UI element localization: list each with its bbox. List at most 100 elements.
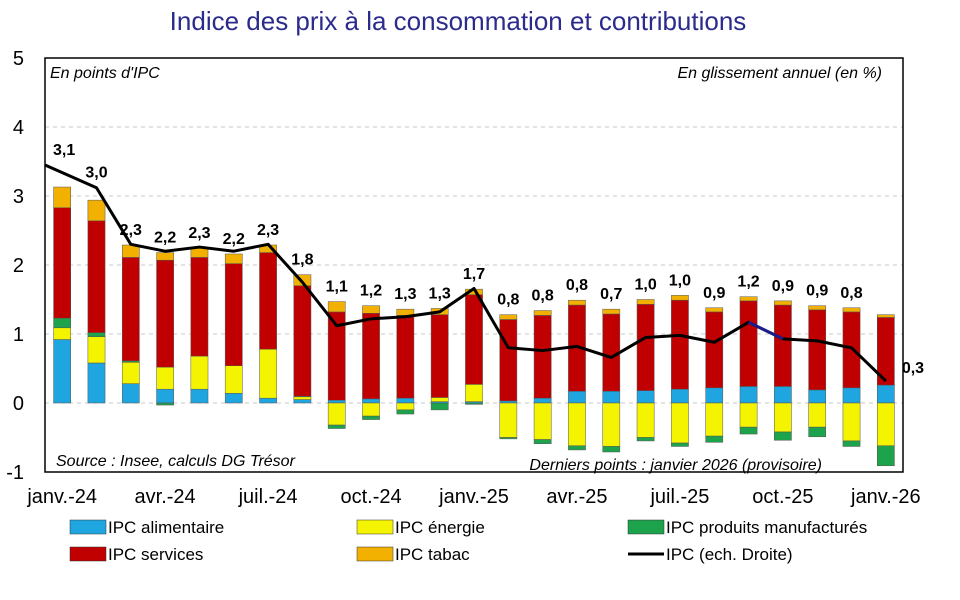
y-tick-label: 2 bbox=[13, 255, 24, 277]
ipc-data-label-18: 1,0 bbox=[669, 272, 691, 289]
x-tick-label: avr.-25 bbox=[546, 486, 607, 508]
bar-segment-ipc-tabac-22 bbox=[808, 305, 827, 311]
bar-segment-ipc-services-10 bbox=[396, 315, 415, 399]
legend-label-alimentaire: IPC alimentaire bbox=[108, 518, 224, 537]
bar-segment-ipc-nergie-7 bbox=[293, 396, 312, 400]
bar-segment-ipc-services-6 bbox=[259, 252, 277, 350]
bar-segment-ipc-nergie-6 bbox=[259, 348, 277, 399]
bar-segment-ipc-alimentaire-13 bbox=[499, 400, 518, 404]
bar-segment-ipc-produits-manufactur-s-16 bbox=[602, 446, 621, 453]
plot-area-frame bbox=[44, 57, 904, 473]
x-tick-label: janv.-25 bbox=[438, 486, 509, 508]
bar-segment-ipc-tabac-17 bbox=[636, 299, 655, 305]
bar-segment-ipc-produits-manufactur-s-20 bbox=[739, 426, 758, 435]
bar-segment-ipc-alimentaire-16 bbox=[602, 391, 621, 404]
bar-segment-ipc-nergie-10 bbox=[396, 402, 415, 411]
bar-segment-ipc-services-12 bbox=[465, 294, 483, 385]
bar-segment-ipc-nergie-23 bbox=[842, 402, 861, 442]
bar-segment-ipc-services-22 bbox=[808, 309, 827, 391]
right-axis-note: En glissement annuel (en %) bbox=[677, 65, 882, 82]
ipc-data-label-5: 2,2 bbox=[223, 231, 245, 248]
x-axis-ticks: janv.-24 avr.-24 juil.-24 oct.-24 janv.-25 av… bbox=[26, 486, 920, 508]
bar-segment-ipc-produits-manufactur-s-13 bbox=[499, 437, 518, 440]
bar-segment-ipc-nergie-5 bbox=[224, 365, 243, 394]
bar-segment-ipc-produits-manufactur-s-17 bbox=[636, 437, 655, 442]
bar-segment-ipc-produits-manufactur-s-19 bbox=[705, 435, 724, 443]
bar-segment-ipc-services-11 bbox=[430, 314, 449, 398]
legend-swatch-manufactures bbox=[627, 519, 665, 535]
bar-segment-ipc-services-18 bbox=[671, 299, 689, 390]
last-point-note: Derniers points : janvier 2026 (provisoi… bbox=[529, 457, 822, 474]
bar-segment-ipc-nergie-17 bbox=[636, 402, 655, 438]
y-tick-label: 1 bbox=[13, 324, 24, 346]
bar-segment-ipc-alimentaire-14 bbox=[533, 397, 552, 404]
y-tick-label: -1 bbox=[6, 462, 24, 484]
bar-segment-ipc-nergie-15 bbox=[568, 402, 586, 447]
data-labels-layer: 3,1 3,0 2,3 2,2 2,3 2,2 2,3 1,8 1,1 1,2 1,3 1,3 1,7 0… bbox=[53, 142, 924, 377]
bar-segment-ipc-alimentaire-10 bbox=[396, 397, 415, 404]
bar-segment-ipc-alimentaire-2 bbox=[121, 383, 140, 404]
x-tick-label: oct.-24 bbox=[340, 486, 401, 508]
bar-segment-ipc-tabac-23 bbox=[842, 307, 861, 313]
bar-segment-ipc-tabac-21 bbox=[774, 300, 792, 306]
bar-segment-ipc-alimentaire-21 bbox=[774, 386, 792, 404]
bar-segment-ipc-alimentaire-6 bbox=[259, 397, 277, 404]
bar-segment-ipc-tabac-3 bbox=[156, 252, 174, 261]
ipc-line-highlight-segment bbox=[747, 320, 784, 341]
bars-layer bbox=[53, 186, 895, 467]
bar-segment-ipc-alimentaire-15 bbox=[568, 391, 586, 404]
ipc-data-label-23: 0,8 bbox=[840, 285, 862, 302]
bar-segment-ipc-produits-manufactur-s-9 bbox=[362, 415, 380, 420]
bar-segment-ipc-nergie-0 bbox=[53, 327, 71, 340]
bar-segment-ipc-nergie-8 bbox=[327, 402, 346, 426]
bar-segment-ipc-tabac-8 bbox=[327, 301, 346, 313]
bar-segment-ipc-alimentaire-20 bbox=[739, 386, 758, 404]
y-tick-label: 5 bbox=[13, 48, 24, 70]
bar-segment-ipc-services-4 bbox=[190, 257, 209, 357]
bar-segment-ipc-produits-manufactur-s-14 bbox=[533, 439, 552, 444]
bar-segment-ipc-alimentaire-5 bbox=[224, 393, 243, 404]
legend-swatch-alimentaire bbox=[69, 519, 107, 535]
bar-segment-ipc-alimentaire-19 bbox=[705, 387, 724, 404]
bar-segment-ipc-alimentaire-23 bbox=[842, 387, 861, 404]
bar-segment-ipc-tabac-13 bbox=[499, 314, 518, 320]
bar-segment-ipc-tabac-14 bbox=[533, 310, 552, 316]
ipc-data-label-8: 1,1 bbox=[326, 279, 348, 296]
bar-segment-ipc-services-5 bbox=[224, 263, 243, 366]
bar-segment-ipc-nergie-14 bbox=[533, 402, 552, 440]
y-tick-label: 3 bbox=[13, 186, 24, 208]
x-tick-label: juil.-24 bbox=[238, 486, 298, 508]
bar-segment-ipc-alimentaire-17 bbox=[636, 390, 655, 404]
bar-segment-ipc-alimentaire-7 bbox=[293, 399, 312, 404]
ipc-data-label-21: 0,9 bbox=[772, 278, 794, 295]
bar-segment-ipc-nergie-11 bbox=[430, 397, 449, 402]
bar-segment-ipc-tabac-15 bbox=[568, 299, 586, 306]
bar-segment-ipc-nergie-4 bbox=[190, 355, 209, 390]
legend-label-manufactures: IPC produits manufacturés bbox=[666, 518, 867, 537]
ipc-data-label-0: 3,1 bbox=[53, 142, 75, 159]
bar-segment-ipc-tabac-1 bbox=[87, 199, 106, 222]
bar-segment-ipc-nergie-16 bbox=[602, 402, 621, 447]
bar-segment-ipc-alimentaire-9 bbox=[362, 398, 380, 404]
bar-segment-ipc-nergie-2 bbox=[121, 362, 140, 384]
bar-segment-ipc-tabac-0 bbox=[53, 186, 71, 208]
bar-segment-ipc-nergie-24 bbox=[877, 402, 895, 447]
ipc-data-label-6: 2,3 bbox=[257, 222, 279, 239]
bar-segment-ipc-services-20 bbox=[739, 300, 758, 387]
bar-segment-ipc-alimentaire-1 bbox=[87, 362, 106, 404]
x-tick-label: avr.-24 bbox=[135, 486, 196, 508]
ipc-data-label-11: 1,3 bbox=[429, 285, 451, 302]
bar-segment-ipc-services-14 bbox=[533, 315, 552, 399]
bar-segment-ipc-produits-manufactur-s-23 bbox=[842, 440, 861, 447]
bar-segment-ipc-tabac-5 bbox=[224, 253, 243, 264]
bar-segment-ipc-nergie-18 bbox=[671, 402, 689, 444]
bar-segment-ipc-alimentaire-18 bbox=[671, 388, 689, 404]
bar-segment-ipc-produits-manufactur-s-10 bbox=[396, 409, 415, 415]
ipc-data-label-2: 2,3 bbox=[120, 222, 142, 239]
gridlines bbox=[45, 126, 903, 404]
bar-segment-ipc-nergie-21 bbox=[774, 402, 792, 433]
ipc-data-label-17: 1,0 bbox=[634, 277, 656, 294]
bar-segment-ipc-alimentaire-24 bbox=[877, 384, 895, 404]
bar-segment-ipc-produits-manufactur-s-8 bbox=[327, 424, 346, 429]
bar-segment-ipc-produits-manufactur-s-3 bbox=[156, 402, 174, 406]
